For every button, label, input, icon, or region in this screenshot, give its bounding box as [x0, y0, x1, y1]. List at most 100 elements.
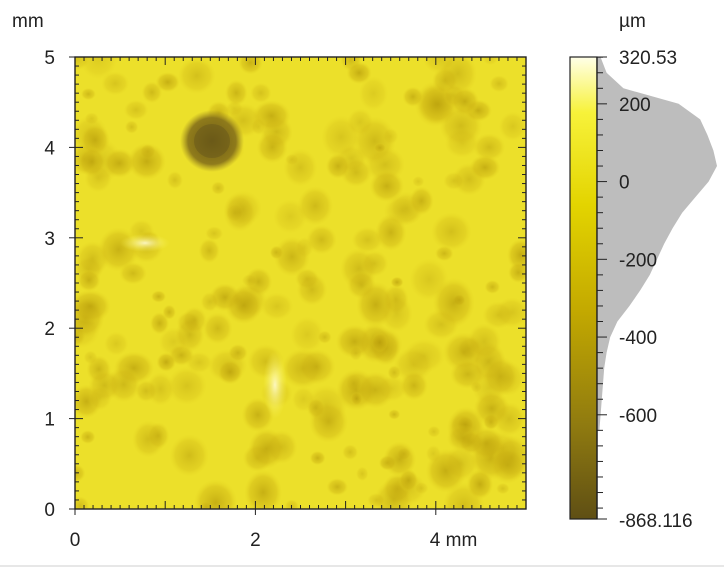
pore — [260, 292, 294, 321]
y-tick-labels: 0 1 2 3 4 5 — [44, 48, 55, 521]
pore — [373, 142, 387, 153]
pore — [398, 468, 419, 492]
pore — [469, 154, 501, 181]
pore — [256, 131, 288, 164]
pore — [228, 343, 248, 362]
pore — [482, 57, 499, 66]
pore — [244, 469, 283, 509]
pore — [224, 79, 248, 107]
pore — [224, 286, 263, 325]
pore — [402, 338, 446, 374]
y-unit-label: mm — [12, 11, 44, 32]
pore — [150, 290, 167, 303]
colorbar-ticks — [597, 56, 607, 520]
pore — [432, 277, 475, 328]
pore — [414, 481, 429, 495]
pore — [358, 75, 389, 112]
colorbar: µm 320.53 -868.116 200 0 -200 -400 -600 — [569, 11, 717, 532]
pore — [489, 446, 526, 484]
pore — [75, 496, 90, 509]
pore — [399, 370, 429, 401]
pore — [156, 352, 177, 372]
pore — [75, 289, 112, 324]
pore — [284, 499, 299, 509]
pore — [356, 281, 396, 328]
pore — [80, 87, 97, 101]
x-tick-labels: 0 2 4 mm — [70, 530, 478, 551]
pore — [103, 331, 129, 356]
x-tick-label: 4 mm — [430, 530, 478, 551]
pore — [146, 372, 175, 407]
pore — [371, 332, 389, 353]
colorbar-tick-label: -200 — [619, 250, 657, 271]
pore — [492, 401, 526, 437]
pore — [225, 203, 244, 223]
pore — [166, 170, 184, 190]
pore — [355, 466, 369, 482]
pore — [296, 273, 328, 306]
pore — [388, 409, 401, 420]
x-tick-label: 0 — [70, 530, 81, 551]
pore — [466, 323, 502, 361]
height-histogram — [597, 57, 717, 431]
pore — [88, 385, 112, 411]
colorbar-gradient — [569, 56, 598, 520]
pore — [155, 71, 181, 93]
bright-streak — [263, 351, 287, 419]
pore — [507, 261, 526, 283]
colorbar-unit-label: µm — [619, 11, 646, 32]
pore — [238, 57, 263, 75]
colorbar-tick-labels: 200 0 -200 -400 -600 — [619, 95, 657, 427]
y-tick-label: 2 — [44, 319, 55, 340]
pore — [351, 226, 384, 254]
pore — [472, 133, 506, 162]
pore — [185, 351, 213, 374]
pore — [412, 175, 425, 188]
y-tick-label: 0 — [44, 500, 55, 521]
pore — [273, 236, 311, 277]
height-map — [75, 57, 526, 509]
pore — [77, 269, 101, 292]
large-dark-pore-core — [194, 124, 230, 158]
x-tick-label: 2 — [250, 530, 261, 551]
pore — [283, 148, 318, 187]
pore — [205, 226, 224, 241]
pore — [100, 71, 130, 96]
pore — [468, 426, 505, 460]
pore — [123, 99, 149, 121]
pore — [306, 224, 338, 255]
pore — [342, 444, 359, 461]
colorbar-tick-label: -400 — [619, 328, 657, 349]
pore — [202, 312, 233, 345]
pore — [217, 359, 243, 385]
pore — [77, 146, 106, 178]
pore — [443, 445, 479, 482]
pore — [482, 301, 515, 330]
colorbar-min-label: -868.116 — [619, 511, 693, 532]
pore — [210, 181, 226, 195]
pore — [247, 428, 286, 469]
pore — [346, 61, 372, 85]
pore — [317, 330, 332, 344]
pore — [402, 86, 424, 107]
pore — [272, 198, 308, 234]
bright-streak-2 — [120, 234, 170, 252]
colorbar-max-label: 320.53 — [619, 48, 677, 69]
pore — [290, 316, 325, 353]
pore — [198, 238, 220, 264]
pore — [498, 111, 526, 142]
pore — [127, 142, 167, 181]
pore — [430, 212, 472, 252]
pore — [382, 194, 423, 227]
pore — [349, 345, 363, 361]
pore — [466, 469, 494, 500]
pore — [79, 430, 96, 444]
colorbar-tick-label: -600 — [619, 406, 657, 427]
pore — [482, 356, 519, 397]
pore — [495, 482, 510, 495]
pore — [199, 501, 213, 509]
y-tick-label: 4 — [44, 138, 55, 159]
pore — [353, 116, 397, 166]
pore — [169, 434, 210, 477]
pore — [193, 479, 238, 509]
